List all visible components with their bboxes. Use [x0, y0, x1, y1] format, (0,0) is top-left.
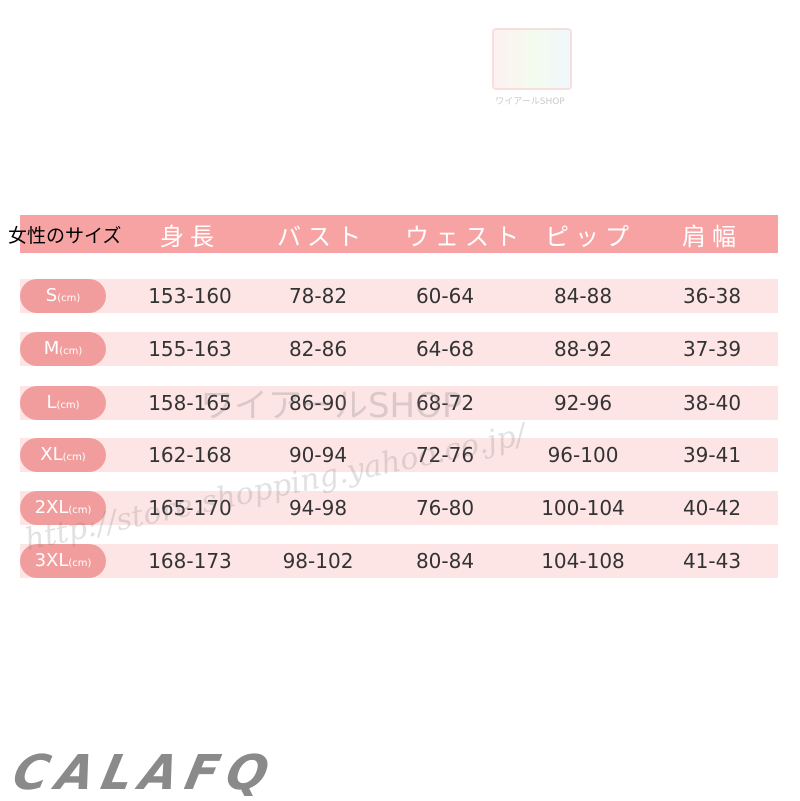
table-cell: 72-76: [415, 443, 475, 467]
size-unit: (cm): [57, 293, 81, 304]
size-name: M: [43, 338, 60, 359]
column-header-height: 身長: [160, 223, 220, 251]
table-cell: 92-96: [553, 391, 613, 415]
size-unit: (cm): [59, 346, 83, 357]
table-cell: 86-90: [288, 391, 348, 415]
size-name: 3XL: [34, 550, 69, 571]
size-unit: (cm): [62, 452, 86, 463]
column-header-hip: ピップ: [545, 223, 635, 251]
table-cell: 36-38: [682, 284, 742, 308]
size-label: M(cm): [20, 332, 106, 366]
table-cell: 96-100: [547, 443, 619, 467]
table-row: [20, 279, 778, 313]
table-cell: 82-86: [288, 337, 348, 361]
table-header: [20, 215, 778, 253]
size-name: XL: [40, 444, 63, 465]
shelf-icon: [492, 28, 572, 90]
table-cell: 38-40: [682, 391, 742, 415]
chart-title: 女性のサイズ: [8, 225, 122, 247]
table-row: [20, 332, 778, 366]
table-cell: 40-42: [682, 496, 742, 520]
size-label: 2XL(cm): [20, 491, 106, 525]
size-name: L: [46, 392, 57, 413]
table-cell: 90-94: [288, 443, 348, 467]
table-cell: 60-64: [415, 284, 475, 308]
brand-logo: CALAFQ: [8, 745, 282, 801]
table-row: [20, 438, 778, 472]
table-cell: 64-68: [415, 337, 475, 361]
size-label: S(cm): [20, 279, 106, 313]
table-cell: 168-173: [148, 549, 232, 573]
table-cell: 68-72: [415, 391, 475, 415]
column-header-shoulder: 肩幅: [682, 223, 742, 251]
table-cell: 155-163: [148, 337, 232, 361]
table-cell: 37-39: [682, 337, 742, 361]
table-cell: 41-43: [682, 549, 742, 573]
size-unit: (cm): [68, 505, 92, 516]
table-cell: 94-98: [288, 496, 348, 520]
size-label: L(cm): [20, 386, 106, 420]
column-header-bust: バスト: [277, 223, 367, 251]
table-cell: 158-165: [148, 391, 232, 415]
size-unit: (cm): [68, 558, 92, 569]
table-cell: 80-84: [415, 549, 475, 573]
table-cell: 104-108: [541, 549, 625, 573]
table-cell: 98-102: [282, 549, 354, 573]
table-cell: 153-160: [148, 284, 232, 308]
size-name: 2XL: [34, 497, 69, 518]
shop-logo: ワイアールSHOP: [478, 8, 582, 108]
size-label: XL(cm): [20, 438, 106, 472]
table-cell: 76-80: [415, 496, 475, 520]
table-cell: 84-88: [553, 284, 613, 308]
table-cell: 162-168: [148, 443, 232, 467]
table-row: [20, 544, 778, 578]
table-row: [20, 386, 778, 420]
size-label: 3XL(cm): [20, 544, 106, 578]
table-cell: 165-170: [148, 496, 232, 520]
size-name: S: [45, 285, 58, 306]
column-header-waist: ウェスト: [405, 223, 525, 251]
size-unit: (cm): [56, 400, 80, 411]
table-cell: 78-82: [288, 284, 348, 308]
shop-logo-text: ワイアールSHOP: [495, 97, 565, 107]
table-row: [20, 491, 778, 525]
table-cell: 88-92: [553, 337, 613, 361]
table-cell: 100-104: [541, 496, 625, 520]
table-cell: 39-41: [682, 443, 742, 467]
